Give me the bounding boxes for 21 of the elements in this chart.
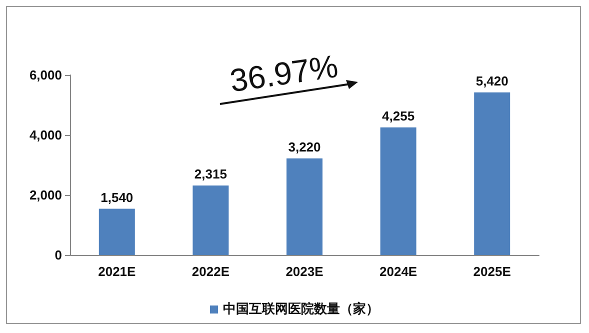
- y-tick-label: 6,000: [29, 68, 62, 82]
- data-label: 4,255: [382, 108, 415, 124]
- legend-label: 中国互联网医院数量（家）: [223, 301, 379, 317]
- bar: [380, 127, 416, 255]
- data-label: 1,540: [100, 190, 134, 205]
- data-label: 2,315: [194, 166, 227, 182]
- x-tick-label: 2025E: [473, 264, 512, 279]
- x-tick-label: 2023E: [286, 264, 324, 279]
- bar: [192, 186, 229, 255]
- bar: [474, 92, 510, 255]
- bar: [286, 158, 322, 255]
- data-label: 5,420: [476, 73, 508, 88]
- x-tick-label: 2022E: [192, 264, 230, 279]
- y-tick-label: 0: [54, 248, 62, 262]
- x-tick-label: 2024E: [380, 264, 418, 279]
- y-tick-label: 4,000: [29, 128, 62, 142]
- x-tick-label: 2021E: [98, 264, 136, 279]
- data-label: 3,220: [288, 139, 321, 154]
- annotation: 36.97%: [228, 48, 340, 99]
- bar: [98, 208, 135, 255]
- y-tick-label: 2,000: [29, 188, 62, 202]
